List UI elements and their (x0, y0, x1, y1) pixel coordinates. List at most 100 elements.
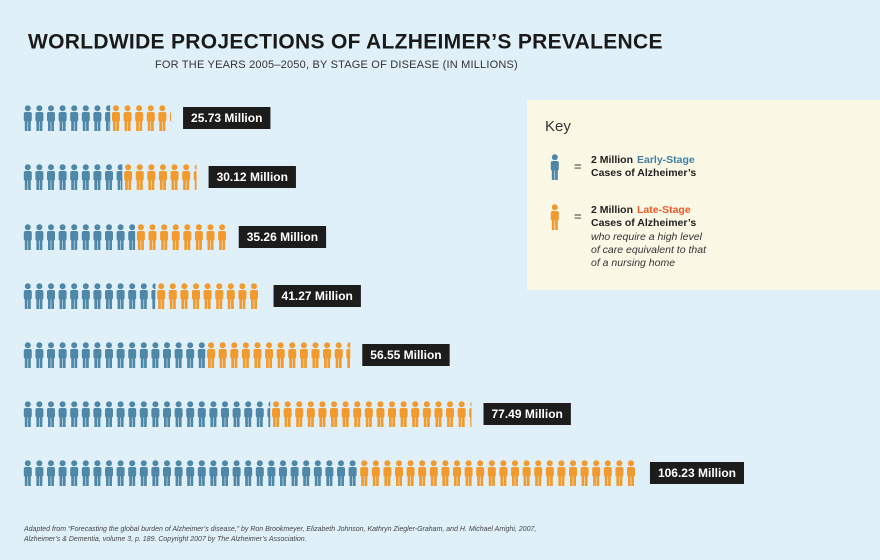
person-icon (295, 401, 304, 427)
icon-leg (324, 357, 327, 368)
icon-body (174, 408, 183, 418)
icon-body (550, 161, 559, 171)
icon-leg (86, 298, 89, 309)
icon-leg (106, 475, 109, 486)
icon-body (313, 467, 322, 477)
icon-head (164, 401, 170, 408)
total-label: 56.55 Million (370, 348, 441, 362)
icon-leg (170, 120, 172, 131)
icon-leg (71, 120, 74, 131)
icon-head (233, 401, 240, 408)
icon-leg (202, 416, 205, 427)
icon-leg (396, 475, 399, 486)
icon-body (23, 408, 32, 418)
icon-leg (176, 239, 179, 250)
icon-head (187, 342, 194, 349)
icon-leg (172, 239, 176, 250)
icon-leg (183, 179, 186, 190)
icon-leg (164, 239, 168, 250)
icon-body (603, 467, 612, 477)
person-icon (487, 460, 496, 486)
icon-leg (149, 239, 153, 250)
icon-leg (175, 475, 179, 486)
person-icon (406, 460, 415, 486)
icon-leg (86, 475, 89, 486)
icon-leg (233, 416, 237, 427)
icon-leg (28, 239, 31, 250)
icon-body (241, 349, 250, 359)
person-icon (93, 401, 102, 427)
person-icon (272, 401, 281, 427)
person-icon (244, 401, 253, 427)
icon-head (112, 105, 119, 112)
icon-head (184, 224, 191, 231)
icon-segment (23, 460, 357, 486)
person-icon (279, 460, 287, 486)
icon-head (48, 164, 54, 171)
person-icon (93, 460, 102, 486)
icon-body (272, 408, 281, 418)
icon-leg (181, 298, 185, 309)
icon-body (23, 231, 32, 241)
icon-body (545, 467, 554, 477)
icon-leg (140, 416, 144, 427)
icon-head (208, 342, 215, 349)
icon-leg (178, 357, 182, 368)
label-box (238, 226, 327, 248)
icon-leg (435, 416, 439, 427)
total-label: 41.27 Million (282, 289, 353, 303)
person-icon (499, 460, 508, 486)
icon-segment (124, 164, 197, 190)
icon-leg (512, 475, 515, 486)
person-icon (267, 401, 271, 427)
icon-leg (227, 298, 231, 309)
icon-leg (140, 179, 143, 190)
icon-leg (117, 239, 121, 250)
icon-leg (106, 357, 109, 368)
icon-body (93, 467, 102, 477)
icon-head (48, 342, 54, 349)
person-icon (545, 460, 554, 486)
person-icon (194, 224, 203, 250)
icon-body (206, 231, 215, 241)
icon-head (458, 401, 465, 408)
icon-body (279, 467, 287, 477)
icon-leg (24, 475, 28, 486)
legend-icon (550, 154, 559, 180)
person-icon (23, 342, 32, 368)
icon-body (81, 349, 90, 359)
icon-body (330, 408, 339, 418)
icon-leg (48, 179, 51, 190)
icon-leg (144, 357, 147, 368)
icon-body (58, 349, 67, 359)
icon-head (24, 460, 31, 467)
icon-body (135, 171, 144, 181)
icon-body (306, 408, 315, 418)
icon-head (273, 401, 280, 408)
icon-body (105, 112, 111, 122)
person-icon (313, 460, 322, 486)
icon-leg (164, 357, 167, 368)
icon-leg (139, 120, 143, 131)
icon-leg (109, 239, 112, 250)
icon-leg (248, 416, 252, 427)
icon-leg (106, 416, 109, 427)
person-icon (346, 342, 351, 368)
icon-leg (51, 179, 54, 190)
person-icon (299, 342, 308, 368)
icon-leg (97, 416, 101, 427)
icon-leg (155, 475, 159, 486)
icon-leg (260, 475, 263, 486)
icon-body (157, 290, 166, 300)
icon-head (216, 283, 223, 290)
icon-body (221, 467, 229, 477)
icon-body (364, 408, 373, 418)
icon-leg (377, 416, 381, 427)
person-icon (35, 342, 44, 368)
icon-head (94, 401, 101, 408)
icon-leg (488, 475, 492, 486)
icon-leg (48, 298, 51, 309)
legend-prefix: 2 Million (591, 204, 633, 216)
person-icon (193, 164, 197, 190)
icon-leg (558, 475, 562, 486)
